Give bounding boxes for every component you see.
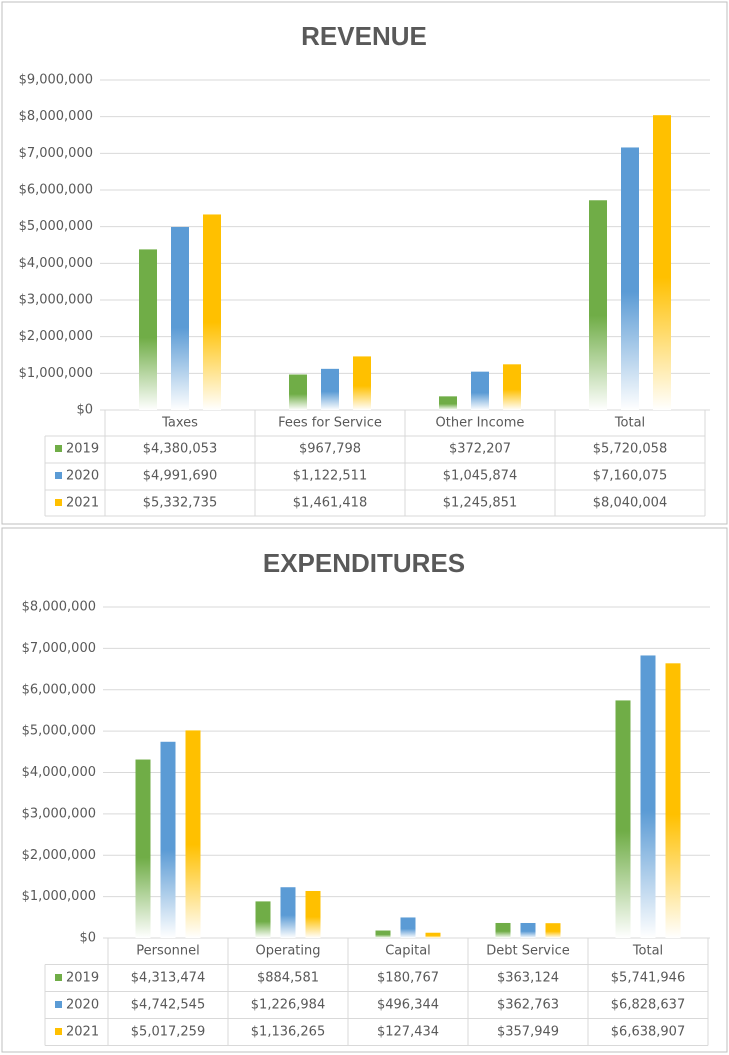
y-tick-label: $4,000,000	[22, 765, 96, 780]
chart-title: REVENUE	[301, 21, 427, 51]
bar	[640, 655, 656, 938]
bar	[425, 932, 441, 938]
bar	[255, 901, 271, 938]
table-cell: $357,949	[497, 1025, 559, 1040]
bar	[375, 930, 391, 938]
x-tick-label: Total	[614, 416, 645, 431]
legend-label: 2020	[66, 998, 99, 1013]
legend-swatch	[55, 472, 62, 479]
y-tick-label: $6,000,000	[19, 183, 93, 198]
bar	[471, 371, 489, 410]
x-tick-label: Taxes	[161, 416, 198, 431]
legend-label: 2021	[66, 496, 99, 511]
table-cell: $4,313,474	[131, 971, 205, 986]
table-cell: $967,798	[299, 442, 361, 457]
y-tick-label: $3,000,000	[19, 293, 93, 308]
bar	[495, 922, 511, 938]
legend-label: 2020	[66, 469, 99, 484]
y-tick-label: $2,000,000	[22, 848, 96, 863]
bar	[203, 214, 221, 410]
y-tick-label: $4,000,000	[19, 256, 93, 271]
table-cell: $5,741,946	[611, 971, 685, 986]
table-cell: $362,763	[497, 998, 559, 1013]
table-cell: $5,720,058	[593, 442, 667, 457]
y-tick-label: $1,000,000	[19, 366, 93, 381]
y-tick-label: $5,000,000	[19, 219, 93, 234]
legend-label: 2019	[66, 442, 99, 457]
table-cell: $127,434	[377, 1025, 439, 1040]
legend-swatch	[55, 1001, 62, 1008]
table-cell: $1,461,418	[293, 496, 367, 511]
table-cell: $1,245,851	[443, 496, 517, 511]
bar	[305, 890, 321, 938]
x-tick-label: Debt Service	[486, 944, 570, 959]
y-tick-label: $7,000,000	[19, 146, 93, 161]
bar	[545, 923, 561, 938]
table-cell: $4,742,545	[131, 998, 205, 1013]
y-tick-label: $8,000,000	[19, 109, 93, 124]
bar	[615, 700, 631, 938]
legend-swatch	[55, 1028, 62, 1035]
table-cell: $496,344	[377, 998, 439, 1013]
bar	[503, 364, 521, 410]
bar	[171, 226, 189, 410]
x-tick-label: Other Income	[436, 416, 525, 431]
table-cell: $6,828,637	[611, 998, 685, 1013]
table-cell: $1,122,511	[293, 469, 367, 484]
table-cell: $1,045,874	[443, 469, 517, 484]
bar	[665, 663, 681, 938]
bar	[185, 730, 201, 938]
y-tick-label: $0	[76, 403, 93, 418]
table-cell: $7,160,075	[593, 469, 667, 484]
bar	[439, 396, 457, 410]
legend-swatch	[55, 974, 62, 981]
y-tick-label: $7,000,000	[22, 641, 96, 656]
chart-title: EXPENDITURES	[263, 548, 465, 578]
bar	[280, 887, 296, 938]
bar	[353, 356, 371, 410]
x-tick-label: Fees for Service	[278, 416, 382, 431]
y-tick-label: $0	[79, 931, 96, 946]
y-tick-label: $9,000,000	[19, 73, 93, 88]
table-cell: $5,017,259	[131, 1025, 205, 1040]
bar	[621, 147, 639, 410]
table-cell: $180,767	[377, 971, 439, 986]
table-cell: $363,124	[497, 971, 559, 986]
legend-swatch	[55, 499, 62, 506]
table-cell: $8,040,004	[593, 496, 667, 511]
legend-label: 2021	[66, 1025, 99, 1040]
table-cell: $1,226,984	[251, 998, 325, 1013]
table-cell: $372,207	[449, 442, 511, 457]
legend-swatch	[55, 445, 62, 452]
bar	[139, 249, 157, 410]
bar	[400, 917, 416, 938]
table-cell: $5,332,735	[143, 496, 217, 511]
bar	[520, 922, 536, 938]
table-cell: $4,991,690	[143, 469, 217, 484]
table-cell: $1,136,265	[251, 1025, 325, 1040]
table-cell: $6,638,907	[611, 1025, 685, 1040]
y-tick-label: $6,000,000	[22, 682, 96, 697]
bar	[589, 200, 607, 410]
y-tick-label: $2,000,000	[19, 329, 93, 344]
x-tick-label: Personnel	[136, 944, 200, 959]
y-tick-label: $5,000,000	[22, 724, 96, 739]
bar	[321, 368, 339, 410]
y-tick-label: $8,000,000	[22, 600, 96, 615]
bar	[653, 115, 671, 410]
x-tick-label: Operating	[256, 944, 321, 959]
bar	[135, 759, 151, 938]
y-tick-label: $1,000,000	[22, 889, 96, 904]
bar	[289, 374, 307, 410]
bar	[160, 741, 176, 938]
legend-label: 2019	[66, 971, 99, 986]
x-tick-label: Capital	[385, 944, 431, 959]
y-tick-label: $3,000,000	[22, 806, 96, 821]
table-cell: $884,581	[257, 971, 319, 986]
table-cell: $4,380,053	[143, 442, 217, 457]
x-tick-label: Total	[632, 944, 663, 959]
